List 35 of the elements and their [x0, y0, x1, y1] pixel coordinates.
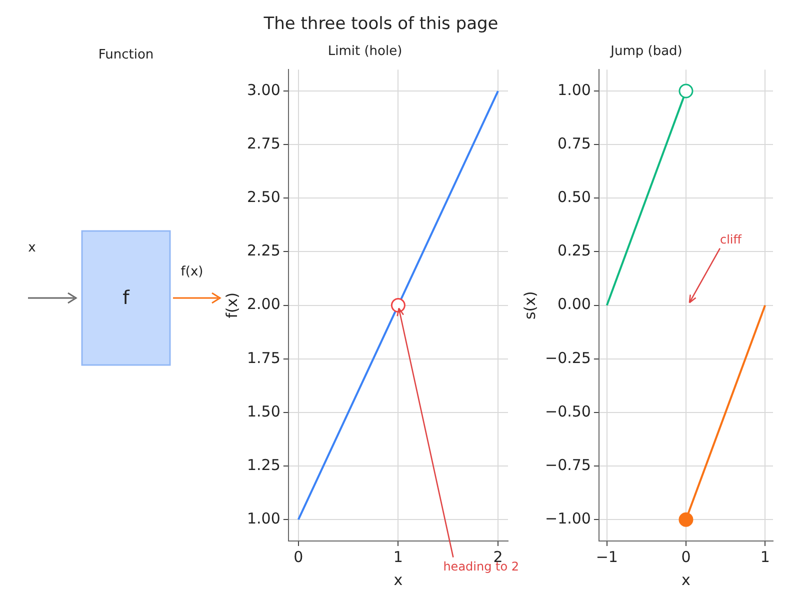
y-tick-label: −1.00 [545, 509, 591, 528]
y-tick-label: −0.25 [545, 348, 591, 367]
y-tick-label: 3.00 [246, 80, 280, 99]
text: Function [98, 48, 154, 62]
y-axis-title: f(x) [222, 292, 241, 318]
y-tick-label: 2.25 [246, 242, 280, 260]
x-axis-title: x [394, 570, 403, 589]
y-axis-title: s(x) [520, 291, 539, 320]
y-tick-label: 1.50 [246, 402, 280, 420]
chart-title: Limit (hole) [328, 44, 402, 60]
x-tick-label: 0 [294, 548, 304, 566]
text: x [28, 240, 36, 256]
chart-title: Jump (bad) [610, 44, 682, 60]
y-tick-label: −0.75 [545, 456, 591, 474]
text: f(x) [180, 264, 204, 280]
y-tick-label: 1.75 [246, 348, 280, 367]
x-tick-label: 1 [760, 548, 770, 566]
y-tick-label: 0.50 [558, 188, 591, 206]
text: The three tools of this page [264, 14, 498, 34]
y-tick-label: 0.25 [558, 242, 591, 260]
y-tick-label: −0.50 [545, 402, 591, 420]
y-tick-label: 2.00 [246, 295, 280, 314]
y-tick-label: 1.00 [246, 509, 280, 528]
annotation: cliff [720, 232, 742, 246]
x-tick-label: 0 [681, 548, 691, 566]
y-tick-label: 2.50 [246, 188, 280, 206]
x-axis-title: x [682, 570, 691, 589]
y-tick-label: 0.75 [558, 134, 591, 152]
x-tick-label: −1 [596, 548, 618, 566]
y-tick-label: 1.25 [246, 456, 280, 474]
y-tick-label: 0.00 [558, 295, 591, 314]
x-tick-label: 1 [393, 548, 403, 566]
text: f [122, 287, 130, 309]
y-tick-label: 1.00 [558, 80, 591, 99]
y-tick-label: 2.75 [246, 134, 280, 152]
